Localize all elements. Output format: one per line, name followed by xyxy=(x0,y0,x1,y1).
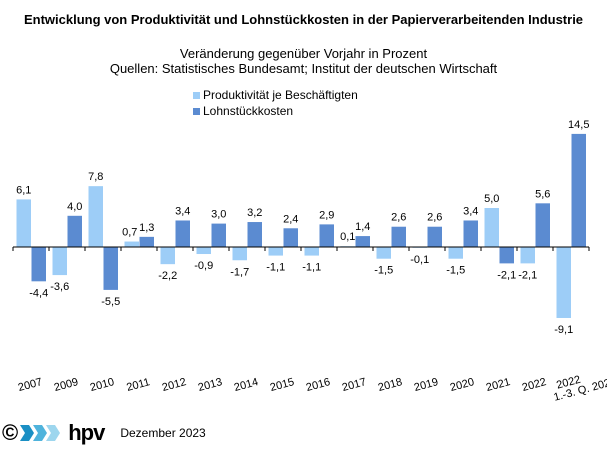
x-tick-label: 2018 xyxy=(377,376,404,394)
data-label: -2,2 xyxy=(158,270,177,282)
data-label: 0,7 xyxy=(122,227,137,239)
data-label: 7,8 xyxy=(88,171,103,183)
bar-productivity-2022 xyxy=(520,247,535,264)
data-label: -1,1 xyxy=(302,262,321,274)
bar-productivity-2013 xyxy=(196,247,211,255)
data-label: 3,0 xyxy=(211,209,226,221)
footer: © hpv Dezember 2023 xyxy=(2,420,206,446)
data-label: 2,6 xyxy=(427,212,442,224)
bar-productivity-2015 xyxy=(268,247,283,256)
bar-productivity-2014 xyxy=(232,247,247,261)
x-tick-label: 2009 xyxy=(53,376,80,394)
x-tick-label: 2013 xyxy=(197,376,224,394)
bar-unit-labour-costs-2017 xyxy=(355,236,370,247)
data-label: -1,5 xyxy=(374,265,393,277)
x-tick-label: 2012 xyxy=(161,376,188,394)
data-label: -3,6 xyxy=(50,281,69,293)
data-label: -4,4 xyxy=(29,287,48,299)
data-label: -1,7 xyxy=(230,266,249,278)
bar-productivity-1.-3. Q. 2023 xyxy=(556,247,571,318)
bar-unit-labour-costs-1.-3. Q. 2023 xyxy=(571,133,586,247)
x-tick-label: 2010 xyxy=(89,376,116,394)
data-label: 2,6 xyxy=(391,212,406,224)
bar-productivity-2021 xyxy=(484,208,499,247)
bar-unit-labour-costs-2009 xyxy=(67,215,82,247)
bar-productivity-2016 xyxy=(304,247,319,256)
bar-productivity-2007 xyxy=(16,199,31,247)
bar-productivity-2020 xyxy=(448,247,463,259)
bar-unit-labour-costs-2016 xyxy=(319,224,334,247)
bar-unit-labour-costs-2014 xyxy=(247,222,262,247)
x-tick-label: 2022 xyxy=(521,376,548,394)
bar-unit-labour-costs-2012 xyxy=(175,220,190,247)
data-label: -5,5 xyxy=(101,296,120,308)
bar-unit-labour-costs-2021 xyxy=(499,247,514,264)
bar-unit-labour-costs-2020 xyxy=(463,220,478,247)
hpv-logo-icon xyxy=(20,425,61,441)
data-label: 4,0 xyxy=(67,201,82,213)
bar-productivity-2011 xyxy=(124,241,139,247)
chart-subtitle: Veränderung gegenüber Vorjahr in Prozent xyxy=(179,46,428,61)
chart-source: Quellen: Statistisches Bundesamt; Instit… xyxy=(109,61,498,76)
bar-unit-labour-costs-2018 xyxy=(391,226,406,247)
data-label: 5,6 xyxy=(535,188,550,200)
data-label: 1,4 xyxy=(355,221,370,233)
copyright-sign: © xyxy=(2,420,19,445)
x-tick-label: 2020 xyxy=(449,376,476,394)
chart-title: Entwicklung von Produktivität und Lohnst… xyxy=(23,12,584,27)
legend-item-unit-labour-costs: Lohnstückkosten xyxy=(193,104,293,118)
data-label: 3,4 xyxy=(463,205,478,217)
bar-unit-labour-costs-2007 xyxy=(31,247,46,282)
bar-productivity-2012 xyxy=(160,247,175,265)
x-tick-label: 2014 xyxy=(233,376,260,394)
legend-item-productivity: Produktivität je Beschäftigten xyxy=(193,88,358,102)
footer-date: Dezember 2023 xyxy=(120,426,206,440)
data-label: 3,4 xyxy=(175,205,190,217)
data-label: -1,5 xyxy=(446,265,465,277)
bar-unit-labour-costs-2015 xyxy=(283,228,298,247)
bar-unit-labour-costs-2013 xyxy=(211,223,226,247)
x-tick-label: 2017 xyxy=(341,376,368,394)
data-label: -2,1 xyxy=(518,269,537,281)
bar-unit-labour-costs-2011 xyxy=(139,236,154,247)
x-tick-label: 2007 xyxy=(17,376,44,394)
data-label: 0,1 xyxy=(340,231,355,243)
bar-unit-labour-costs-2010 xyxy=(103,247,118,290)
data-label: 3,2 xyxy=(247,207,262,219)
x-tick-label: 2019 xyxy=(413,376,440,394)
data-label: -9,1 xyxy=(554,324,573,336)
x-tick-label: 2016 xyxy=(305,376,332,394)
data-label: 6,1 xyxy=(16,184,31,196)
data-label: -2,1 xyxy=(497,269,516,281)
bar-unit-labour-costs-2019 xyxy=(427,226,442,247)
data-label: 5,0 xyxy=(484,193,499,205)
x-tick-label: 2011 xyxy=(125,376,151,394)
hpv-logo-text: hpv xyxy=(68,420,105,445)
data-label: 14,5 xyxy=(568,119,589,131)
x-tick-label: 20221.-3. Q. 2023 xyxy=(550,365,607,404)
x-tick-label: 2015 xyxy=(269,376,296,394)
x-tick-label: 2021 xyxy=(485,376,512,394)
data-label: -0,9 xyxy=(194,260,213,272)
bar-productivity-2018 xyxy=(376,247,391,259)
bar-productivity-2009 xyxy=(52,247,67,276)
data-label: 2,4 xyxy=(283,213,298,225)
data-label: -1,1 xyxy=(266,262,285,274)
data-label: 1,3 xyxy=(139,222,154,234)
bar-unit-labour-costs-2022 xyxy=(535,203,550,247)
bar-productivity-2010 xyxy=(88,186,103,247)
data-label: 2,9 xyxy=(319,209,334,221)
data-label: -0,1 xyxy=(410,254,429,266)
